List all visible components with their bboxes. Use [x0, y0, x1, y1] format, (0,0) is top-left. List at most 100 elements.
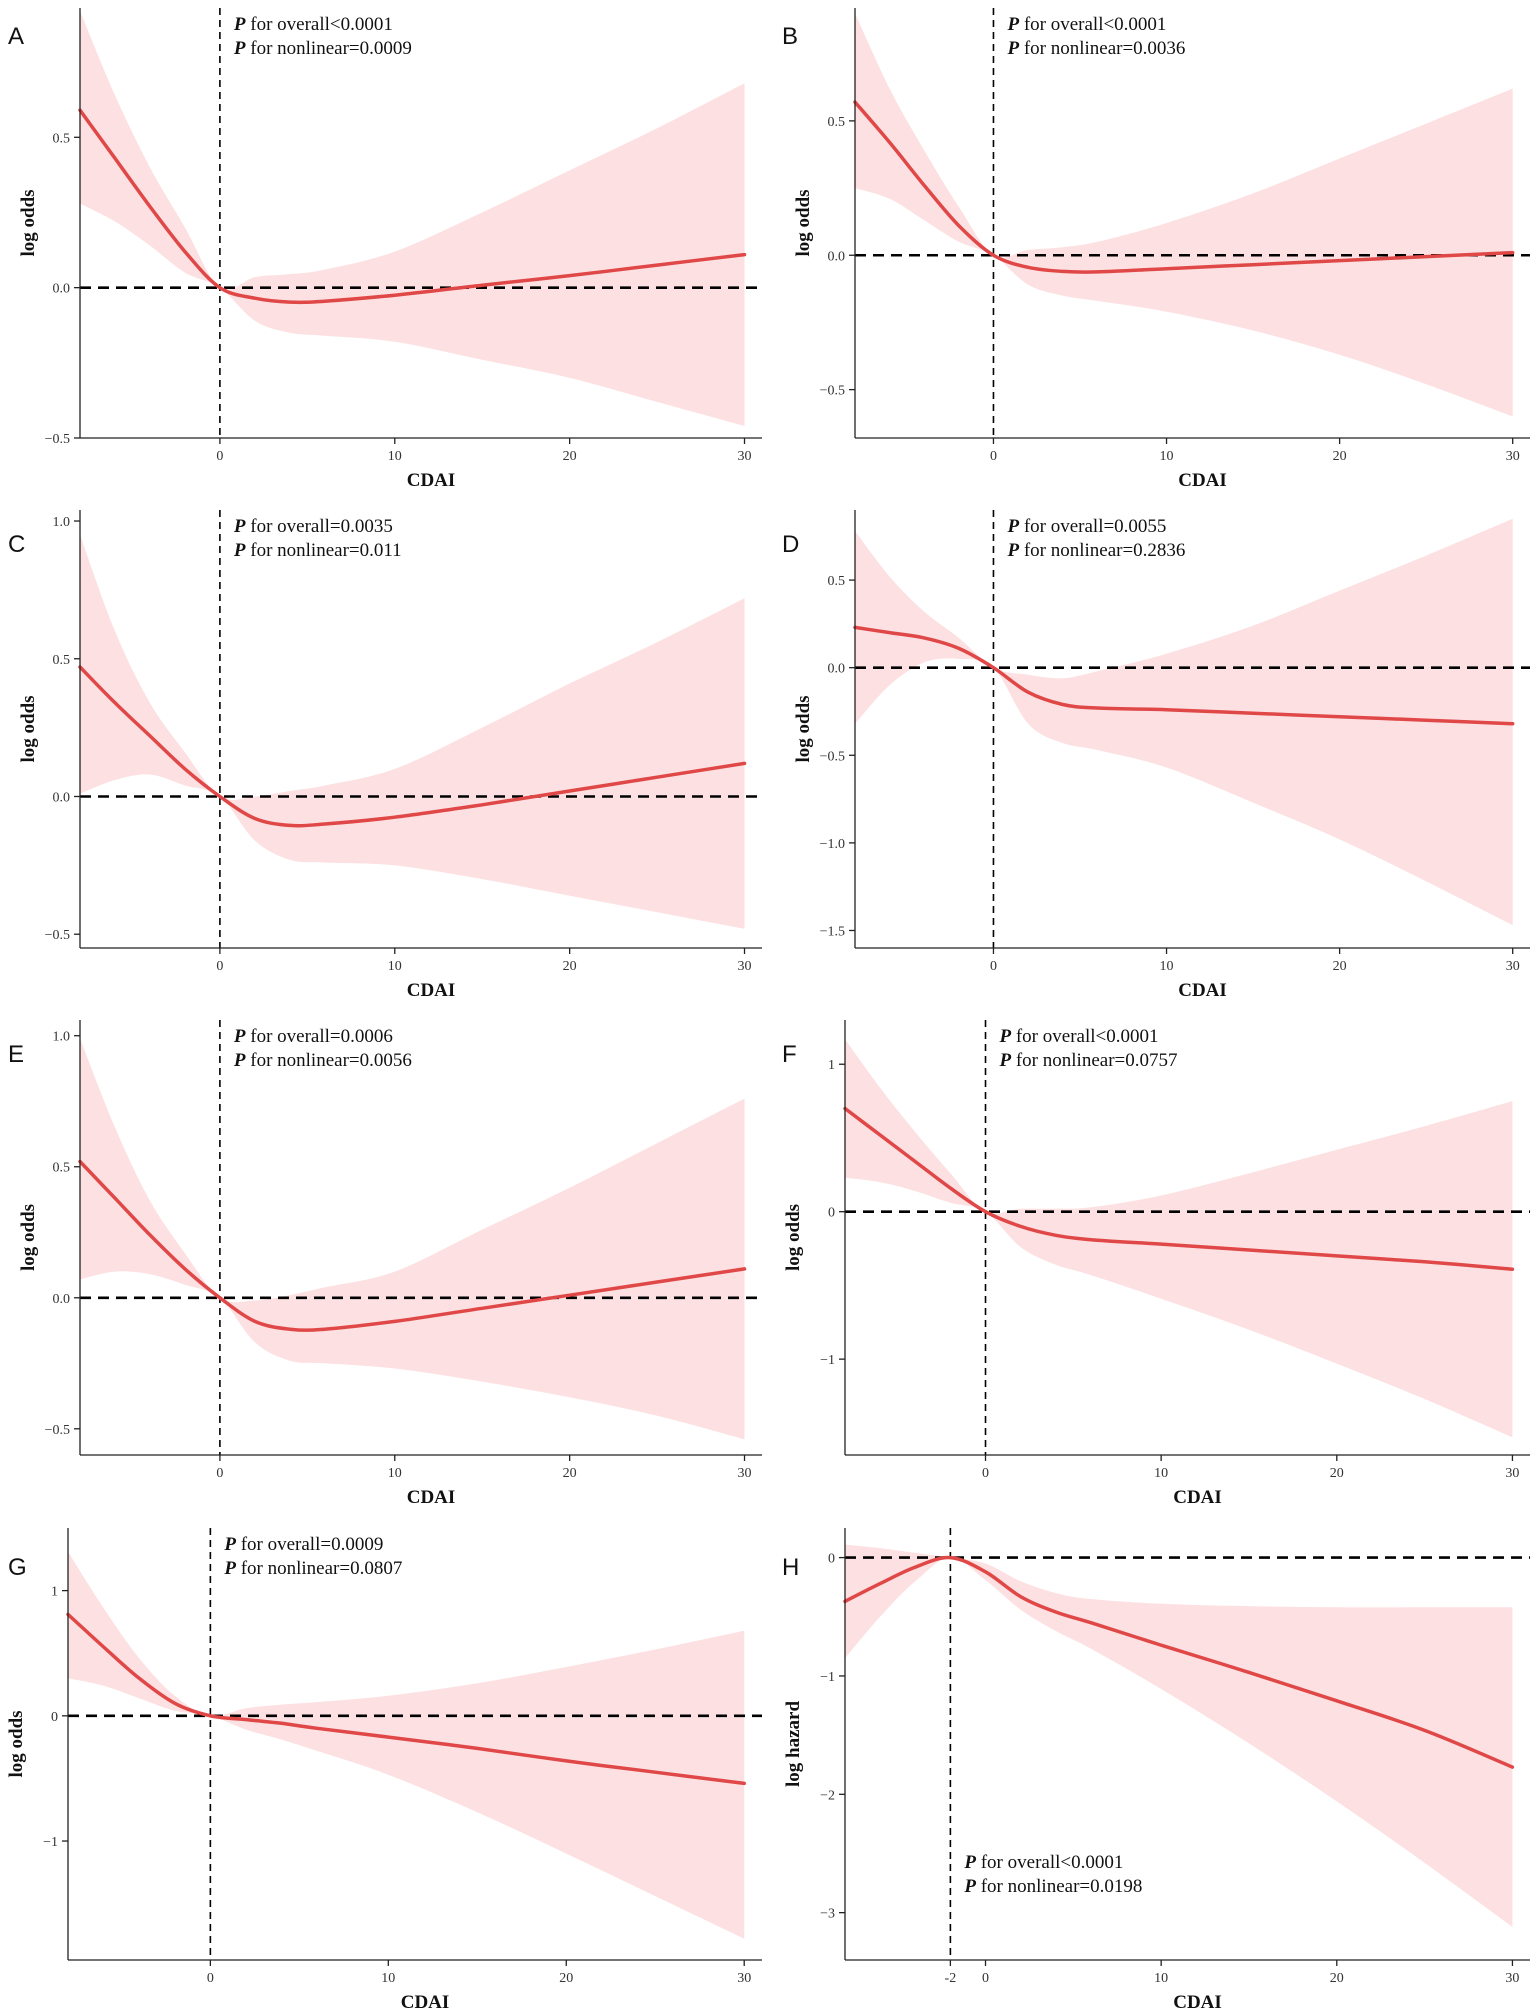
p-symbol: P [233, 38, 246, 59]
y-axis-title: log odds [6, 1710, 27, 1777]
confidence-band [855, 518, 1513, 926]
x-axis-title: CDAI [407, 470, 456, 491]
p-text: for nonlinear=0.0036 [1019, 38, 1185, 59]
p-text: for nonlinear=0.0198 [976, 1876, 1142, 1897]
confidence-band [80, 534, 745, 929]
p-symbol: P [233, 14, 246, 35]
y-tick-label: 1 [828, 1058, 835, 1073]
confidence-band [68, 1551, 745, 1939]
x-tick-label: 0 [982, 1466, 989, 1481]
x-tick-label: 30 [1505, 1466, 1519, 1481]
panel-c: 0 10 20 30 −0.5 0.0 0.5 1.0 CDAI log odds C P for o… [8, 510, 762, 1001]
y-tick-label: 0.0 [53, 282, 71, 297]
confidence-band [845, 1039, 1513, 1438]
y-axis-title: log odds [18, 189, 39, 256]
x-tick-label: 10 [381, 1971, 395, 1986]
x-tick-label: 20 [1330, 1971, 1344, 1986]
x-tick-label: 10 [388, 1466, 402, 1481]
x-tick-label: 0 [990, 959, 997, 974]
x-tick-label: 20 [563, 1466, 577, 1481]
p-symbol: P [963, 1852, 976, 1873]
x-tick-label: 0 [216, 449, 223, 464]
y-tick-label: −1.5 [820, 924, 845, 939]
p-symbol: P [233, 1050, 246, 1071]
p-text: for overall<0.0001 [976, 1852, 1123, 1873]
x-tick-label: 30 [738, 959, 752, 974]
x-tick-label: 0 [216, 959, 223, 974]
panel-letter: B [782, 23, 798, 50]
p-text: for nonlinear=0.0009 [246, 38, 412, 59]
x-axis-title: CDAI [1178, 980, 1227, 1001]
y-axis-title: log odds [783, 1204, 804, 1271]
p-text: for nonlinear=0.0757 [1011, 1050, 1177, 1071]
y-tick-label: 1 [51, 1585, 58, 1600]
p-symbol: P [999, 1026, 1012, 1047]
panel-letter: H [782, 1554, 799, 1581]
x-tick-label: 10 [1160, 449, 1174, 464]
y-tick-label: −3 [820, 1907, 835, 1922]
x-tick-label: 10 [388, 959, 402, 974]
x-tick-label: 30 [1506, 449, 1520, 464]
p-text: for overall=0.0009 [236, 1534, 383, 1555]
p-text: for nonlinear=0.2836 [1019, 540, 1185, 561]
annotation-p-overall: P for overall<0.0001 [1006, 14, 1166, 35]
y-axis-title: log odds [793, 189, 814, 256]
y-tick-label: 0.5 [828, 574, 846, 589]
y-tick-label: −0.5 [45, 928, 70, 943]
x-axis-title: CDAI [401, 1992, 450, 2013]
panel-a: 0 10 20 30 −0.5 0.0 0.5 CDAI log odds A P for over… [8, 8, 762, 491]
y-tick-label: −1.0 [820, 837, 845, 852]
estimate-line [843, 1555, 1515, 1769]
p-text: for overall=0.0035 [246, 516, 393, 537]
p-symbol: P [1006, 540, 1019, 561]
p-symbol: P [223, 1534, 236, 1555]
x-tick-label: 30 [738, 1466, 752, 1481]
x-tick-label: -2 [945, 1971, 957, 1986]
p-symbol: P [1006, 38, 1019, 59]
annotation-p-nonlinear: P for nonlinear=0.0757 [999, 1050, 1178, 1071]
annotation-p-nonlinear: P for nonlinear=0.0009 [233, 38, 412, 59]
annotation-p-overall: P for overall=0.0035 [233, 516, 393, 537]
y-tick-label: 0.5 [53, 1161, 71, 1176]
p-text: for overall<0.0001 [1011, 1026, 1158, 1047]
panel-letter: E [8, 1041, 24, 1068]
p-symbol: P [233, 540, 246, 561]
estimate-line [78, 1159, 747, 1332]
confidence-band [80, 1038, 745, 1440]
x-axis-title: CDAI [407, 1487, 456, 1508]
y-tick-label: −2 [820, 1788, 835, 1803]
y-tick-label: 0.0 [53, 1292, 71, 1307]
annotation-p-overall: P for overall=0.0006 [233, 1026, 393, 1047]
y-tick-label: 0.5 [828, 115, 846, 130]
panel-letter: F [782, 1041, 797, 1068]
annotation-p-nonlinear: P for nonlinear=0.011 [233, 540, 402, 561]
y-tick-label: −0.5 [820, 384, 845, 399]
y-tick-label: 0 [828, 1552, 835, 1567]
p-symbol: P [1006, 14, 1019, 35]
y-tick-label: 0 [828, 1206, 835, 1221]
x-tick-label: 20 [563, 959, 577, 974]
p-symbol: P [963, 1876, 976, 1897]
panel-e: 0 10 20 30 −0.5 0.0 0.5 1.0 CDAI log odds E P for o… [8, 1020, 762, 1508]
panel-h: -2 0 10 20 30 −3 −2 −1 0 CDAI log hazard H P for ove… [782, 1528, 1530, 2013]
annotation-p-overall: P for overall<0.0001 [999, 1026, 1159, 1047]
p-text: for overall<0.0001 [1019, 14, 1166, 35]
p-text: for overall=0.0055 [1019, 516, 1166, 537]
confidence-band [845, 1544, 1513, 1927]
confidence-band [855, 13, 1513, 417]
annotation-p-overall: P for overall=0.0009 [223, 1534, 383, 1555]
p-text: for overall=0.0006 [246, 1026, 393, 1047]
x-tick-label: 30 [1506, 959, 1520, 974]
annotation-p-overall: P for overall<0.0001 [963, 1852, 1123, 1873]
panel-b: 0 10 20 30 −0.5 0.0 0.5 CDAI log odds B P for over… [782, 8, 1530, 491]
x-axis-title: CDAI [1173, 1487, 1222, 1508]
y-tick-label: 0.0 [53, 790, 71, 805]
x-axis-title: CDAI [1173, 1992, 1222, 2013]
x-tick-label: 10 [1160, 959, 1174, 974]
x-tick-label: 30 [737, 1971, 751, 1986]
x-axis-title: CDAI [1178, 470, 1227, 491]
y-tick-label: −0.5 [820, 749, 845, 764]
estimate-line [78, 665, 747, 828]
x-tick-label: 20 [563, 449, 577, 464]
